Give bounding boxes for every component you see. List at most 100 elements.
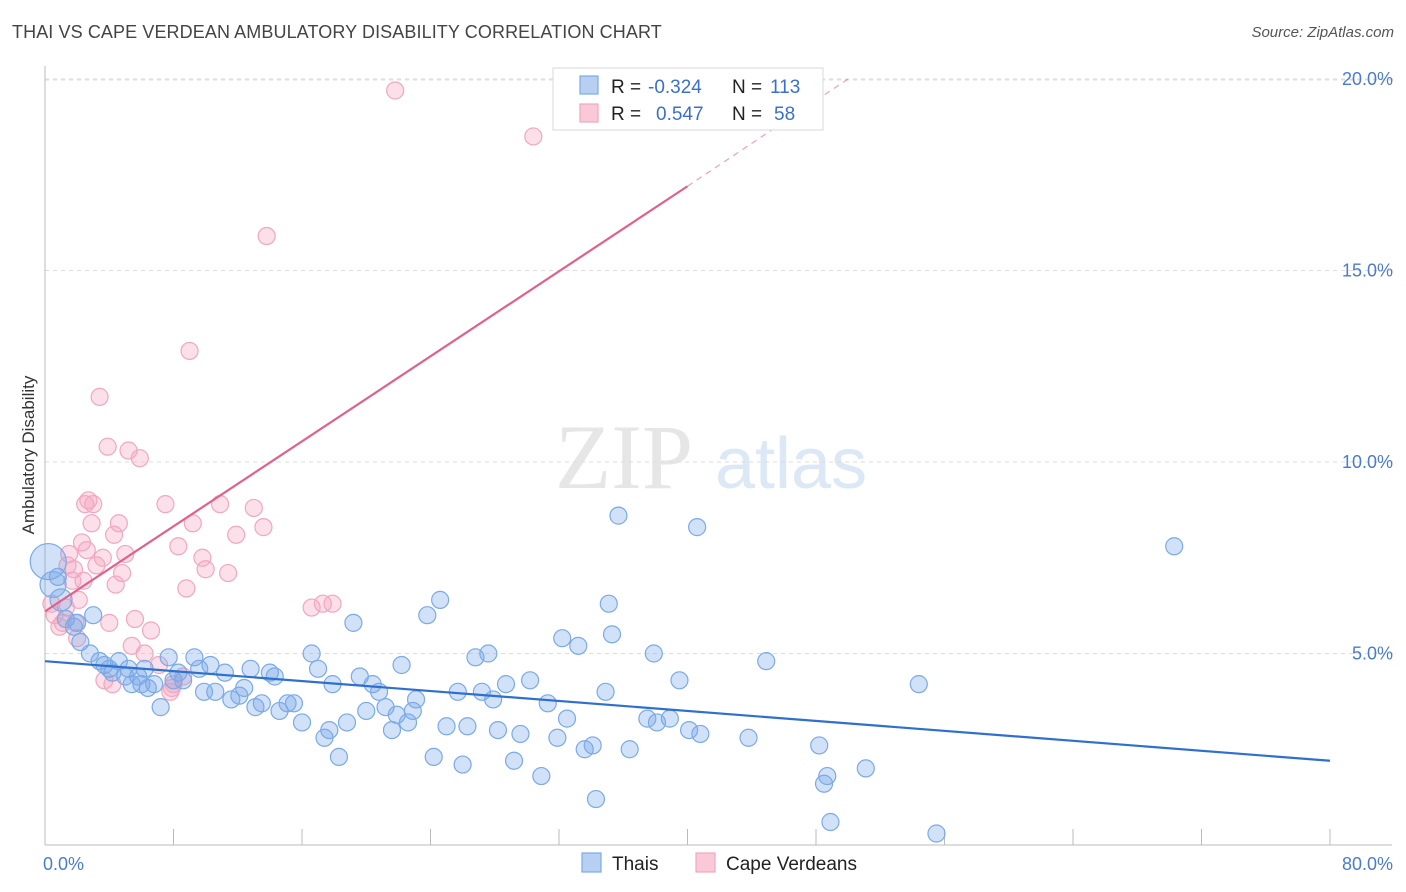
thais-point: [548, 728, 567, 747]
thais-point: [320, 720, 339, 740]
thais-point: [431, 590, 450, 609]
thais-point: [488, 720, 508, 740]
thais-point: [278, 694, 297, 713]
cape-verdeans-point: [135, 644, 154, 663]
thais-point: [252, 694, 271, 713]
thais-point: [532, 766, 551, 786]
cape-verdeans-point: [141, 621, 161, 640]
thais-point: [80, 644, 100, 663]
thais-point: [609, 506, 628, 525]
thais-point: [479, 644, 498, 663]
chart-title: THAI VS CAPE VERDEAN AMBULATORY DISABILI…: [12, 22, 662, 42]
thais-trend-line: [44, 660, 1331, 762]
thais-point: [241, 659, 260, 678]
thais-point: [821, 812, 840, 832]
cape-verdeans-point: [257, 226, 276, 246]
thais-point: [29, 542, 67, 581]
thais-point: [437, 717, 456, 736]
thais-point: [688, 518, 707, 537]
y-axis-title: Ambulatory Disability: [19, 375, 38, 534]
thais-point: [424, 747, 443, 767]
thais-point: [302, 644, 321, 663]
thais-point: [308, 659, 328, 678]
cape-verdeans-point: [112, 563, 132, 583]
legend-thai-r-label: R =: [611, 77, 641, 98]
thais-point: [810, 736, 829, 755]
thais-point: [670, 671, 689, 690]
thais-point: [520, 671, 540, 690]
watermark-zip: ZIP: [555, 406, 693, 508]
correlation-legend: R = -0.324 N = 113 R = 0.547 N = 58: [552, 67, 824, 131]
thais-point: [1165, 537, 1184, 556]
thais-point: [586, 789, 606, 809]
cape-verdeans-point: [130, 449, 149, 468]
cape-verdeans-point: [302, 598, 321, 617]
thais-point: [84, 606, 103, 625]
x-tick-label: 0.0%: [43, 854, 84, 874]
cape-verdeans-point: [313, 594, 332, 613]
cape-verdeans-point: [386, 81, 405, 100]
thais-point: [329, 747, 349, 767]
cape-verdeans-point: [100, 613, 119, 632]
thais-point: [757, 652, 776, 671]
thais-points: [29, 506, 1184, 843]
thais-point: [458, 717, 477, 736]
legend-thai-r-value: -0.324: [648, 77, 702, 98]
thais-point: [644, 644, 663, 663]
thais-point: [511, 724, 530, 744]
thais-point: [344, 613, 363, 632]
thais-point: [569, 636, 588, 655]
cape-verdeans-point: [69, 590, 88, 609]
x-tick-label: 80.0%: [1342, 854, 1393, 874]
thais-point: [557, 709, 577, 728]
thais-point: [406, 690, 426, 709]
cape-verdeans-point: [219, 563, 238, 583]
cape-verdeans-point: [106, 575, 125, 594]
axes: [44, 66, 1392, 846]
cape-verdeans-point: [82, 514, 101, 533]
bottom-legend-thai-label: Thais: [612, 854, 658, 875]
cape-verdeans-point: [227, 525, 246, 544]
thais-point: [109, 652, 128, 671]
cape-verdeans-point: [84, 495, 103, 514]
cape-verdeans-point: [77, 540, 96, 560]
bottom-legend-cape-label: Cape Verdeans: [726, 854, 857, 875]
legend-cape-n-value: 58: [774, 104, 795, 125]
cape-verdeans-points: [42, 81, 543, 701]
thais-point: [215, 663, 234, 682]
thais-point: [680, 720, 699, 740]
thais-point: [174, 671, 193, 690]
legend-thai-n-value: 113: [770, 77, 800, 98]
thais-point: [68, 613, 87, 632]
legend-cape-n-label: N =: [732, 104, 762, 125]
thais-point: [398, 713, 418, 732]
thais-point: [484, 690, 503, 709]
trend-lines: [44, 78, 1331, 762]
thais-point: [392, 655, 411, 675]
thais-point: [599, 594, 618, 613]
cape-verdeans-point: [254, 518, 273, 537]
thais-point: [284, 694, 304, 713]
thais-point: [145, 675, 164, 694]
thais-point: [382, 720, 402, 740]
cape-verdeans-point: [90, 387, 109, 406]
legend-thai-swatch: [579, 75, 599, 95]
y-tick-label: 15.0%: [1342, 261, 1393, 281]
thais-point: [418, 606, 437, 625]
thais-point: [206, 682, 225, 701]
thais-point: [602, 625, 622, 644]
cape-verdeans-point: [93, 548, 112, 567]
bottom-legend-thai-swatch: [581, 852, 602, 873]
cape-verdeans-point: [193, 548, 212, 567]
legend-cape-r-label: R =: [611, 104, 641, 125]
thais-point: [337, 713, 357, 732]
legend-cape-r-value: 0.547: [656, 104, 704, 125]
thais-point: [818, 766, 837, 786]
thais-point: [583, 736, 602, 755]
thais-point: [856, 759, 875, 778]
thais-point: [185, 648, 204, 667]
cape-verdeans-point: [98, 437, 117, 456]
cape-verdeans-point: [169, 537, 188, 556]
y-tick-label: 10.0%: [1342, 452, 1393, 472]
thais-point: [739, 728, 758, 747]
